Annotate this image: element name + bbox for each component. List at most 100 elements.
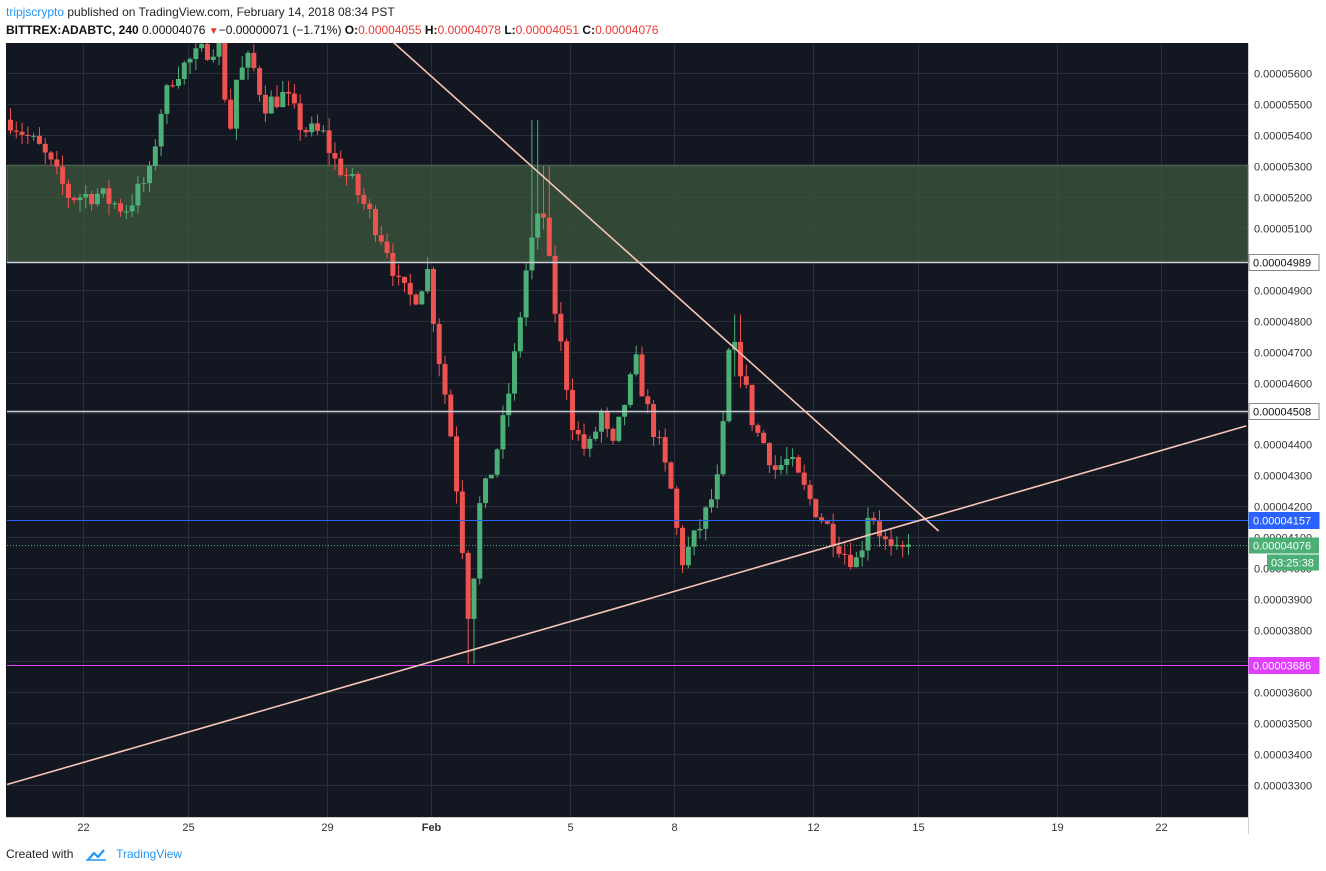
symbol-label[interactable]: BITTREX:ADABTC, 240 [6,23,139,37]
ohlc-line: BITTREX:ADABTC, 240 0.00004076 ▼−0.00000… [6,21,1320,39]
y-tick-label: 0.00005100 [1254,224,1312,236]
x-tick-label: 12 [807,822,819,834]
trendline-descending-resistance [392,43,940,532]
candle-down [251,52,257,69]
y-tick-label: 0.00004600 [1254,379,1312,391]
tradingview-cloud-icon[interactable] [85,849,107,861]
candle-down [48,152,54,160]
countdown-tag-label: 03:25:38 [1271,558,1314,570]
candle-up [199,43,205,49]
author-link[interactable]: tripjscrypto [6,5,65,19]
candle-up [94,193,100,205]
candle-down [743,376,749,385]
y-tick-label: 0.00005400 [1254,131,1312,143]
candle-down [819,517,825,522]
candle-down [900,544,906,547]
tradingview-brand-link[interactable]: TradingView [116,847,183,861]
candle-up [158,113,164,147]
candle-down [396,275,402,277]
chart-area[interactable]: 0.00003300 0.00003400 0.00003500 0.00003600… [6,43,1320,834]
candle-down [355,174,361,196]
x-tick-label: 22 [77,822,89,834]
candle-down [807,484,813,500]
x-tick-label: 25 [182,822,194,834]
candle-down [558,313,564,342]
high-label: H: [424,23,438,37]
candle-up [494,449,500,475]
candle-up [268,96,274,114]
candle-down [228,99,234,129]
candle-down [830,523,836,547]
level-price-tag-label: 0.00004157 [1253,516,1311,528]
last-price: 0.00004076 [142,23,206,37]
candle-down [60,166,66,184]
candle-down [755,425,761,433]
candle-down [361,195,367,204]
candle-down [569,389,575,430]
candle-up [691,530,697,547]
level-price-tag-bg [1248,512,1320,529]
supply-zone [6,164,1249,263]
level-price-tag-bg [1248,657,1320,674]
x-tick-label: 5 [567,822,573,834]
y-tick-label: 0.00003800 [1254,626,1312,638]
candle-down [581,434,587,449]
candle-down [454,436,460,492]
candle-down [19,131,25,135]
candle-down [204,43,210,60]
candle-down [882,536,888,540]
plot-background [6,43,1248,817]
candle-up [112,203,118,205]
candle-down [262,94,268,114]
candle-up [894,544,900,547]
candle-down [749,384,755,426]
candle-down [604,411,610,429]
candle-down [36,135,42,144]
candle-up [535,213,541,238]
y-tick-label: 0.00005300 [1254,162,1312,174]
candle-down [170,85,176,87]
level-price-tag-label: 0.00003686 [1253,661,1311,673]
candle-down [813,499,819,518]
candle-up [616,416,622,441]
candle-down [836,546,842,554]
candles [7,43,911,664]
published-text: published on TradingView.com, February 1… [67,5,395,19]
candle-down [42,143,48,153]
candle-up [320,130,326,132]
last-price-tag-bg [1249,537,1319,554]
candle-down [401,276,407,283]
candle-down [848,554,854,568]
candle-down [7,119,13,131]
candle-down [761,432,767,444]
candle-down [378,235,384,242]
candle-up [859,550,865,558]
candle-down [877,521,883,537]
y-tick-label: 0.00004900 [1254,286,1312,298]
candle-down [407,282,413,295]
candle-up [627,374,633,405]
candle-up [123,211,129,213]
candle-down [645,396,651,405]
price-chart-svg[interactable]: 0.00003300 0.00003400 0.00003500 0.00003600… [6,43,1320,834]
candle-down [384,241,390,254]
candle-up [790,457,796,459]
high-value: 0.00004078 [437,23,501,37]
open-value: 0.00004055 [358,23,422,37]
candle-up [141,183,147,185]
candle-down [297,103,303,130]
y-tick-label: 0.00003500 [1254,719,1312,731]
candle-up [31,135,37,137]
candle-up [193,48,199,59]
candle-up [164,85,170,114]
candle-down [888,539,894,547]
candle-up [598,411,604,432]
candle-down [118,203,124,212]
y-tick-label: 0.00003400 [1254,750,1312,762]
trendline-ascending-support [6,425,1247,786]
publish-line: tripjscrypto published on TradingView.co… [6,4,1320,20]
candle-up [593,431,599,439]
candle-down [448,394,454,437]
close-value: 0.00004076 [595,23,659,37]
candle-down [674,488,680,528]
